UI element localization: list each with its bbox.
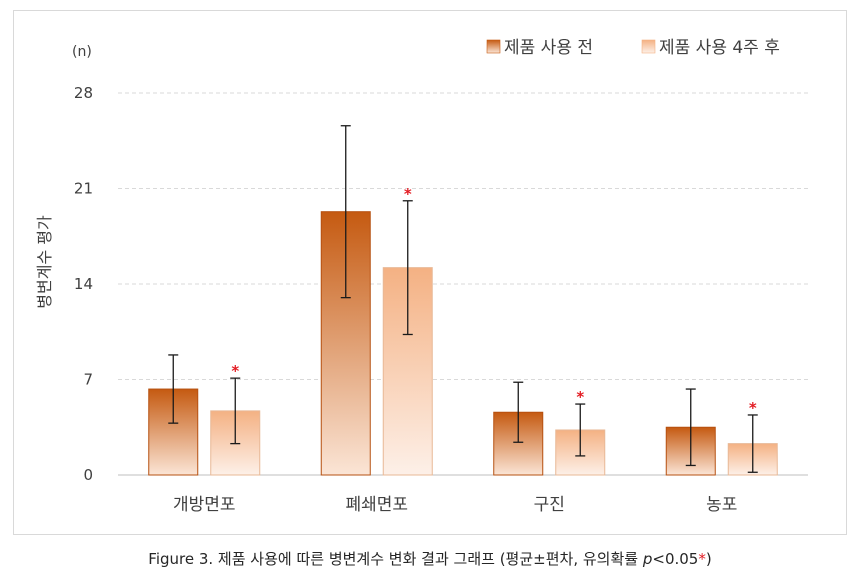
figure-caption: Figure 3. 제품 사용에 따른 병변계수 변화 결과 그래프 (평균±편… [0, 548, 860, 569]
significance-marker: * [576, 388, 584, 406]
legend-label-after: 제품 사용 4주 후 [659, 38, 780, 58]
category-label: 구진 [534, 495, 565, 515]
category-label: 폐쇄면포 [345, 495, 408, 515]
bar-chart: * * * * 0 7 14 21 28 개방면포 폐쇄면포 구진 농포 (n) 병변계수 평가 제… [35, 38, 808, 515]
unit-label: (n) [72, 44, 92, 60]
y-tick-label: 21 [74, 180, 93, 198]
category-label: 농포 [706, 495, 737, 515]
bars: * * * * [148, 125, 778, 476]
y-tick-label: 28 [74, 84, 93, 102]
legend-label-before: 제품 사용 전 [504, 38, 593, 58]
y-axis-label: 병변계수 평가 [35, 215, 54, 309]
category-label: 개방면포 [173, 495, 236, 515]
bar [148, 388, 199, 476]
significance-marker: * [404, 185, 412, 203]
y-tick-label: 7 [83, 371, 93, 389]
caption-threshold: <0.05 [652, 550, 699, 568]
category-labels: 개방면포 폐쇄면포 구진 농포 [173, 495, 737, 515]
caption-star: * [698, 550, 706, 568]
y-ticks: 0 7 14 21 28 [74, 84, 93, 484]
y-tick-label: 0 [83, 466, 93, 484]
caption-prefix: Figure 3. 제품 사용에 따른 병변계수 변화 결과 그래프 (평균±편… [148, 550, 643, 568]
legend: 제품 사용 전 제품 사용 4주 후 [486, 38, 780, 58]
significance-marker: * [749, 399, 757, 417]
significance-marker: * [231, 362, 239, 380]
y-tick-label: 14 [74, 275, 93, 293]
legend-swatch-before [486, 39, 501, 54]
legend-swatch-after [641, 39, 656, 54]
caption-suffix: ) [705, 550, 712, 568]
caption-p-symbol: p [642, 550, 653, 568]
